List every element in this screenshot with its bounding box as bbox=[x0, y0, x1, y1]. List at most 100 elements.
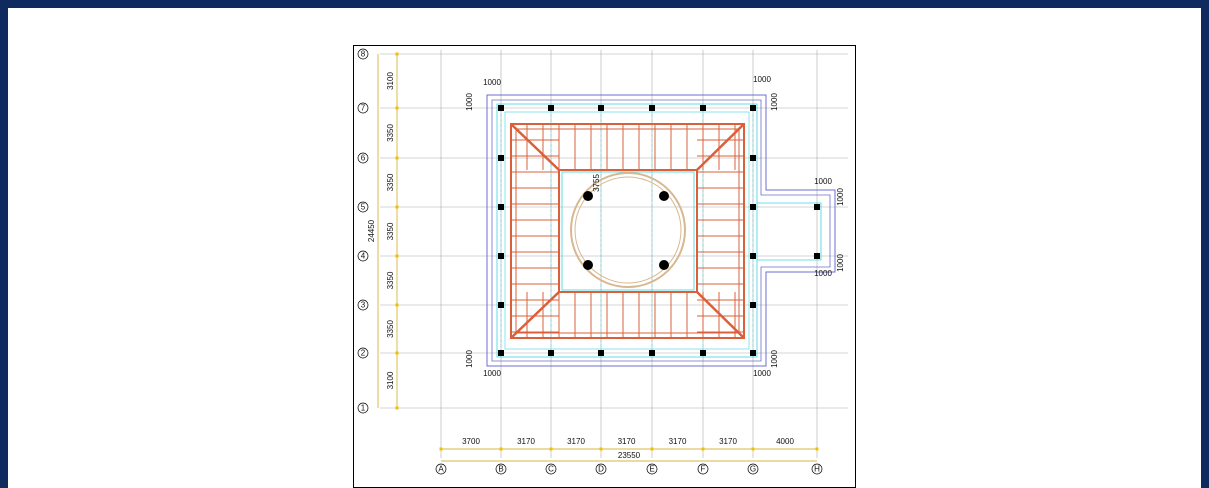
column bbox=[498, 155, 504, 161]
hip-rafter bbox=[510, 291, 560, 339]
axis-bubble bbox=[545, 463, 557, 475]
corner-dim: 1000 bbox=[814, 269, 832, 278]
column bbox=[649, 105, 655, 111]
column-round bbox=[659, 191, 669, 201]
axis-bubble bbox=[357, 250, 369, 262]
center-dim: 3755 bbox=[592, 174, 601, 192]
wall-outline bbox=[486, 94, 836, 367]
column bbox=[498, 204, 504, 210]
corner-dim: 1000 bbox=[753, 369, 771, 378]
row-dim: 3350 bbox=[386, 222, 395, 240]
axis-bubble bbox=[357, 48, 369, 60]
column bbox=[814, 204, 820, 210]
column bbox=[750, 302, 756, 308]
corner-dim: 1000 bbox=[753, 75, 771, 84]
column-round bbox=[659, 260, 669, 270]
rafter-frame bbox=[558, 169, 698, 293]
column bbox=[598, 105, 604, 111]
dim-tick bbox=[599, 447, 603, 451]
axis-bubble bbox=[811, 463, 823, 475]
hip-rafter bbox=[696, 123, 745, 171]
corner-dim: 1000 bbox=[465, 350, 474, 368]
row-dim: 3350 bbox=[386, 173, 395, 191]
row-label: 5 bbox=[361, 203, 366, 212]
dim-tick bbox=[395, 351, 399, 355]
dim-tick bbox=[395, 106, 399, 110]
hip-rafter bbox=[510, 123, 560, 171]
row-dim: 3350 bbox=[386, 124, 395, 142]
col-label: B bbox=[498, 465, 503, 474]
col-dim: 3170 bbox=[567, 437, 585, 446]
column bbox=[814, 253, 820, 259]
dim-tick bbox=[395, 303, 399, 307]
axis-bubble bbox=[747, 463, 759, 475]
row-label: 7 bbox=[361, 104, 366, 113]
row-label: 2 bbox=[361, 349, 366, 358]
column bbox=[649, 350, 655, 356]
row-total: 24450 bbox=[367, 219, 376, 242]
dim-tick bbox=[395, 254, 399, 258]
col-label: G bbox=[750, 465, 756, 474]
col-label: H bbox=[814, 465, 820, 474]
column bbox=[700, 105, 706, 111]
axis-bubble bbox=[357, 152, 369, 164]
axis-bubble bbox=[646, 463, 658, 475]
column bbox=[750, 204, 756, 210]
col-label: C bbox=[548, 465, 554, 474]
dim-tick bbox=[395, 406, 399, 410]
axis-bubble bbox=[435, 463, 447, 475]
axis-bubble bbox=[357, 402, 369, 414]
column bbox=[750, 350, 756, 356]
col-dim: 3700 bbox=[462, 437, 480, 446]
column bbox=[750, 253, 756, 259]
column bbox=[498, 105, 504, 111]
wall-outline bbox=[491, 99, 831, 362]
row-dim: 3100 bbox=[386, 72, 395, 90]
column-round bbox=[583, 191, 593, 201]
beam-line bbox=[504, 111, 750, 350]
column bbox=[548, 350, 554, 356]
col-total: 23550 bbox=[618, 451, 641, 460]
col-label: D bbox=[598, 465, 604, 474]
row-label: 8 bbox=[361, 50, 366, 59]
col-dim: 3170 bbox=[517, 437, 535, 446]
dim-tick bbox=[499, 447, 503, 451]
dim-tick bbox=[439, 447, 443, 451]
axis-bubble bbox=[357, 347, 369, 359]
column bbox=[548, 105, 554, 111]
col-dim: 3170 bbox=[719, 437, 737, 446]
corner-dim: 1000 bbox=[770, 93, 779, 111]
dim-tick bbox=[549, 447, 553, 451]
dim-tick bbox=[701, 447, 705, 451]
row-dim: 3350 bbox=[386, 271, 395, 289]
col-dim: 3170 bbox=[618, 437, 636, 446]
dim-tick bbox=[395, 52, 399, 56]
dim-tick bbox=[395, 156, 399, 160]
column bbox=[498, 253, 504, 259]
corner-dim: 1000 bbox=[814, 177, 832, 186]
corner-dim: 1000 bbox=[483, 78, 501, 87]
beam-line bbox=[757, 202, 822, 261]
dim-tick bbox=[751, 447, 755, 451]
row-label: 4 bbox=[361, 252, 366, 261]
column-round bbox=[583, 260, 593, 270]
col-dim: 4000 bbox=[776, 437, 794, 446]
axis-bubble bbox=[697, 463, 709, 475]
row-dim: 3350 bbox=[386, 320, 395, 338]
axis-bubble bbox=[357, 201, 369, 213]
corner-dim: 1000 bbox=[483, 369, 501, 378]
axis-bubble bbox=[357, 299, 369, 311]
dome-ring bbox=[574, 176, 682, 284]
row-label: 3 bbox=[361, 301, 366, 310]
column bbox=[750, 105, 756, 111]
corner-dim: 1000 bbox=[836, 188, 845, 206]
row-label: 1 bbox=[361, 404, 366, 413]
corner-dim: 1000 bbox=[836, 254, 845, 272]
col-label: A bbox=[438, 465, 444, 474]
column bbox=[598, 350, 604, 356]
col-label: F bbox=[701, 465, 706, 474]
drawing-frame bbox=[353, 45, 856, 488]
dome-ring bbox=[570, 172, 686, 288]
axis-bubble bbox=[495, 463, 507, 475]
axis-bubble bbox=[595, 463, 607, 475]
